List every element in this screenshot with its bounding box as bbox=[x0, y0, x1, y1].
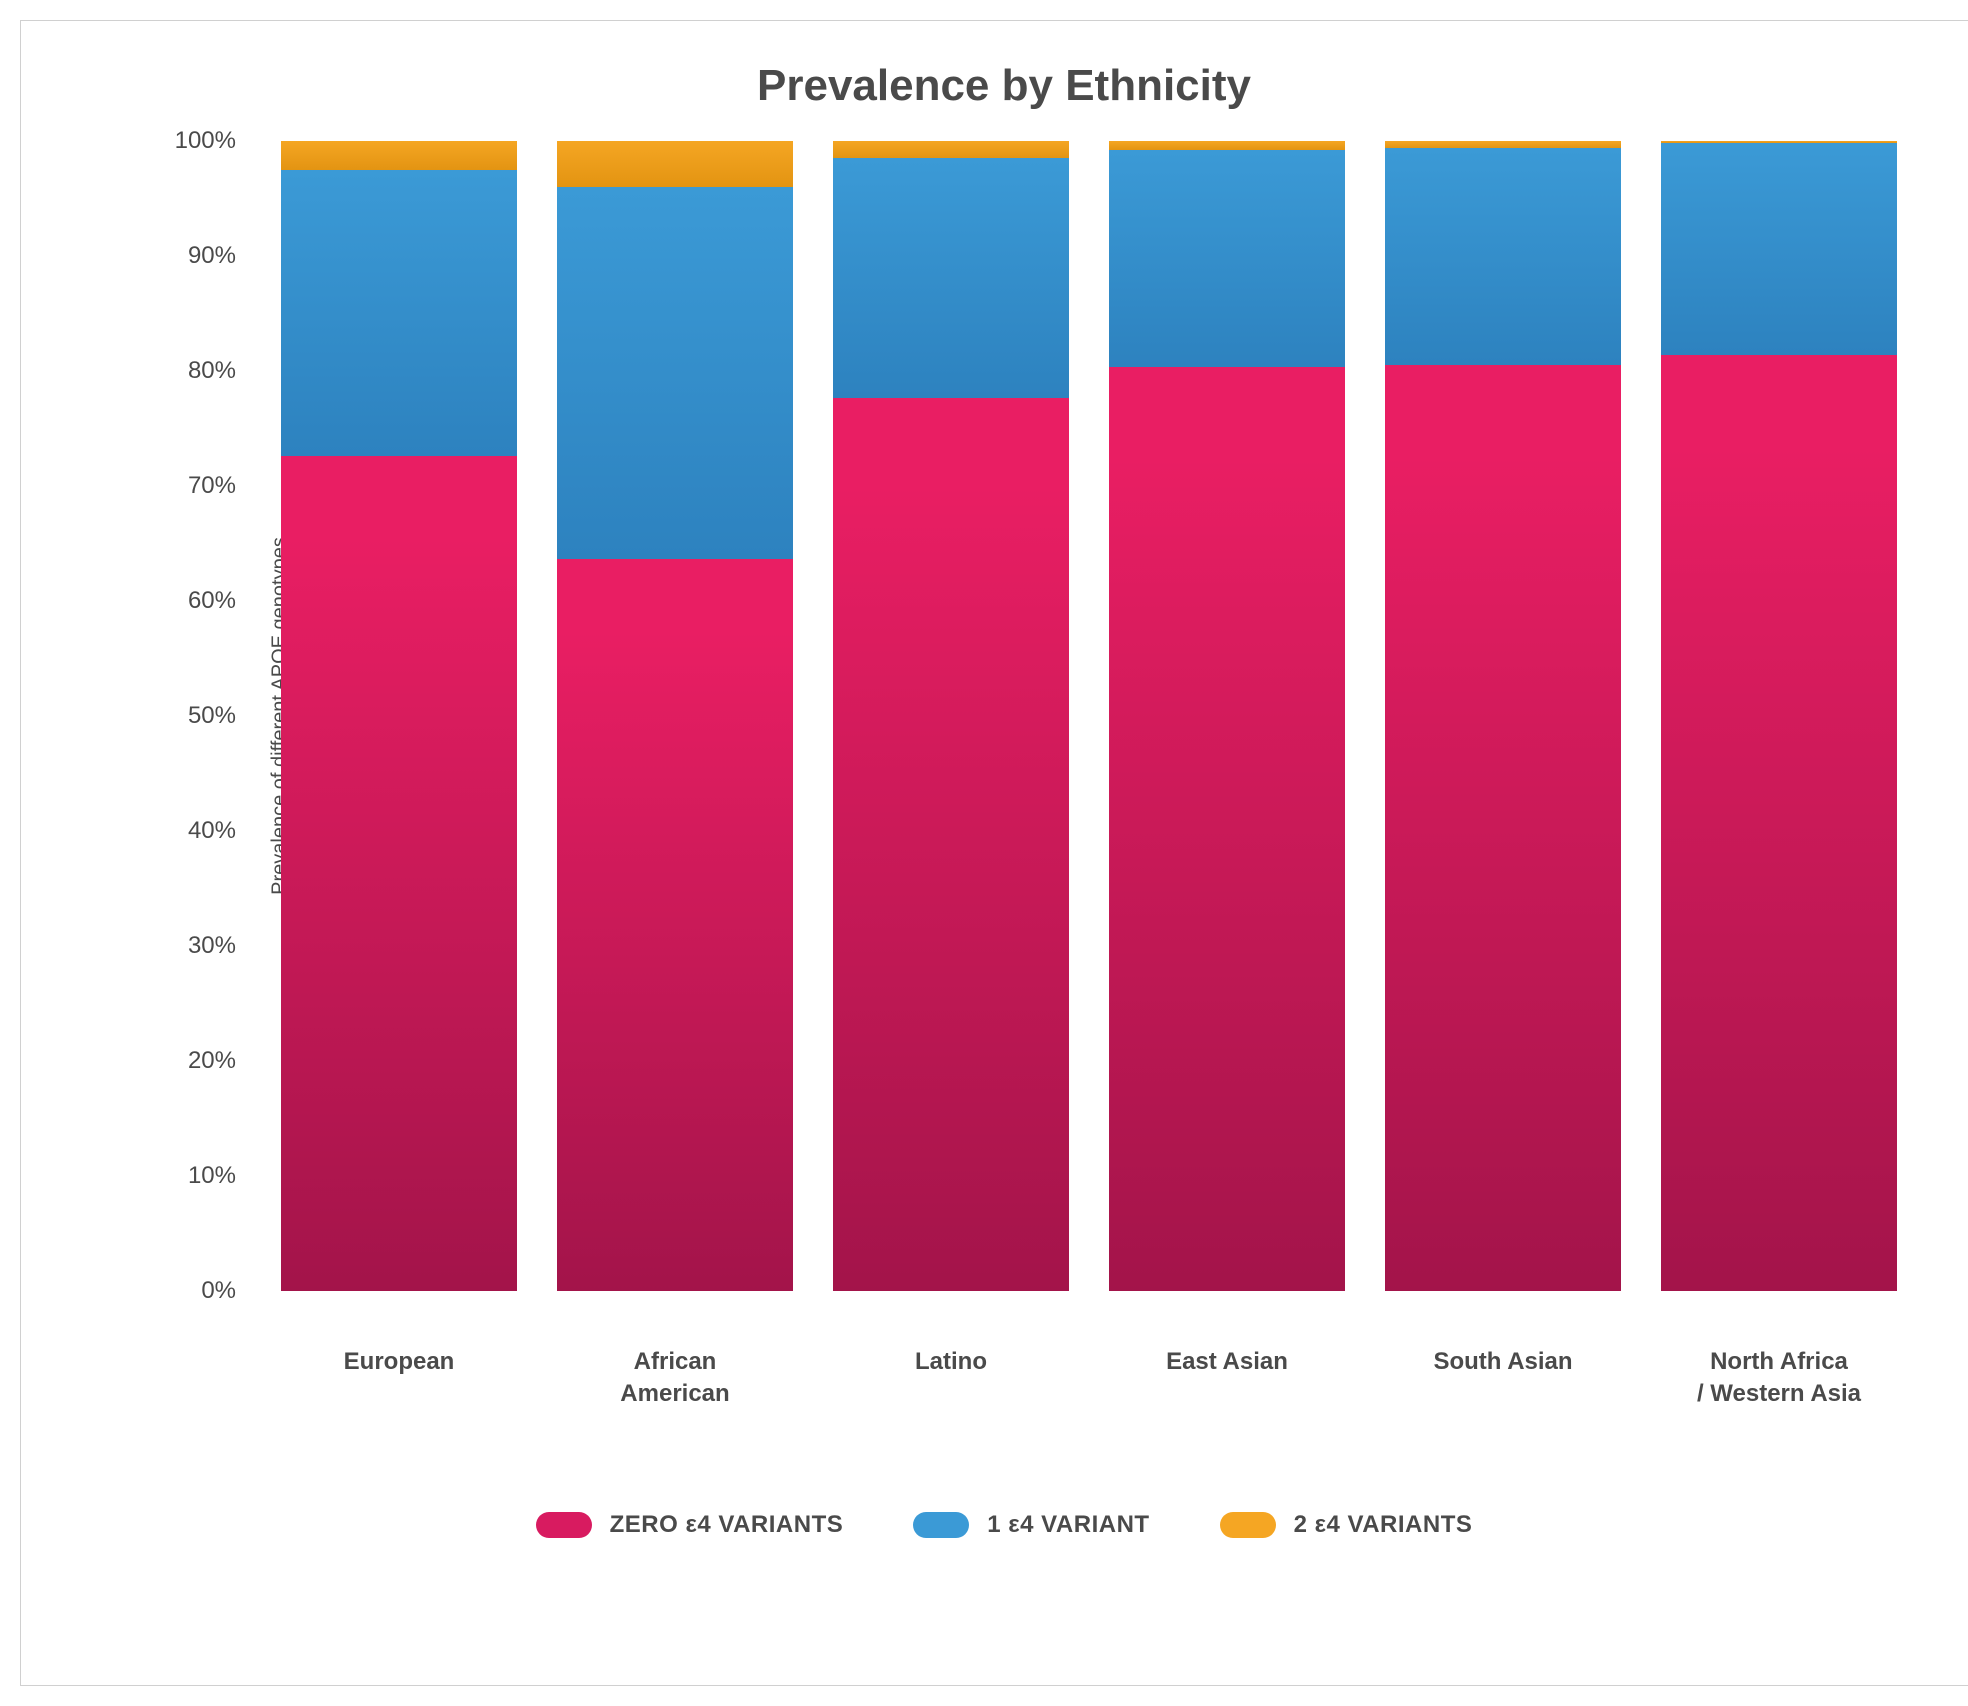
bar-segment-two bbox=[833, 141, 1069, 158]
chart-body: Prevalence of different APOE genotypes 0… bbox=[151, 141, 1927, 1291]
bar-segment-two bbox=[1109, 141, 1345, 150]
y-tick: 50% bbox=[156, 702, 236, 730]
x-axis-label: European bbox=[281, 1346, 517, 1411]
bar-group bbox=[1385, 141, 1621, 1291]
y-tick: 90% bbox=[156, 242, 236, 270]
x-axis-label: AfricanAmerican bbox=[557, 1346, 793, 1411]
bar-group bbox=[1661, 141, 1897, 1291]
bar-group bbox=[557, 141, 793, 1291]
legend-item: 1 ε4 VARIANT bbox=[913, 1511, 1149, 1539]
y-axis: 0%10%20%30%40%50%60%70%80%90%100% bbox=[151, 141, 251, 1291]
bar-segment-one bbox=[1109, 150, 1345, 367]
bar-segment-zero bbox=[1385, 365, 1621, 1291]
legend: ZERO ε4 VARIANTS 1 ε4 VARIANT 2 ε4 VARIANT… bbox=[81, 1511, 1927, 1539]
bar-group bbox=[281, 141, 517, 1291]
legend-label: ZERO ε4 VARIANTS bbox=[610, 1511, 844, 1539]
y-tick: 10% bbox=[156, 1162, 236, 1190]
y-tick: 80% bbox=[156, 357, 236, 385]
bar-segment-zero bbox=[1661, 355, 1897, 1291]
y-tick: 20% bbox=[156, 1047, 236, 1075]
bar-group bbox=[833, 141, 1069, 1291]
y-tick: 100% bbox=[156, 127, 236, 155]
x-axis-label: South Asian bbox=[1385, 1346, 1621, 1411]
bar-segment-one bbox=[833, 158, 1069, 398]
bar-segment-zero bbox=[281, 456, 517, 1291]
plot-area bbox=[251, 141, 1927, 1291]
bar-segment-one bbox=[281, 170, 517, 456]
chart-title: Prevalence by Ethnicity bbox=[81, 61, 1927, 111]
chart-container: Prevalence by Ethnicity Prevalence of di… bbox=[20, 20, 1968, 1686]
bar-segment-two bbox=[557, 141, 793, 187]
legend-item: ZERO ε4 VARIANTS bbox=[536, 1511, 844, 1539]
legend-swatch bbox=[536, 1512, 592, 1538]
y-tick: 40% bbox=[156, 817, 236, 845]
legend-swatch bbox=[1220, 1512, 1276, 1538]
x-axis-label: East Asian bbox=[1109, 1346, 1345, 1411]
bar-group bbox=[1109, 141, 1345, 1291]
bar-segment-two bbox=[281, 141, 517, 170]
bar-segment-zero bbox=[1109, 367, 1345, 1291]
y-tick: 0% bbox=[156, 1277, 236, 1305]
bar-segment-one bbox=[1385, 148, 1621, 365]
legend-label: 2 ε4 VARIANTS bbox=[1294, 1511, 1473, 1539]
legend-label: 1 ε4 VARIANT bbox=[987, 1511, 1149, 1539]
y-tick: 60% bbox=[156, 587, 236, 615]
x-axis-label: North Africa/ Western Asia bbox=[1661, 1346, 1897, 1411]
x-axis-labels: European AfricanAmerican Latino East Asian S… bbox=[251, 1346, 1927, 1411]
y-tick: 70% bbox=[156, 472, 236, 500]
x-axis-label: Latino bbox=[833, 1346, 1069, 1411]
bar-segment-zero bbox=[833, 398, 1069, 1291]
bar-segment-zero bbox=[557, 559, 793, 1291]
legend-swatch bbox=[913, 1512, 969, 1538]
y-tick: 30% bbox=[156, 932, 236, 960]
legend-item: 2 ε4 VARIANTS bbox=[1220, 1511, 1473, 1539]
bar-segment-one bbox=[557, 187, 793, 559]
bar-segment-two bbox=[1385, 141, 1621, 148]
bar-segment-one bbox=[1661, 143, 1897, 354]
